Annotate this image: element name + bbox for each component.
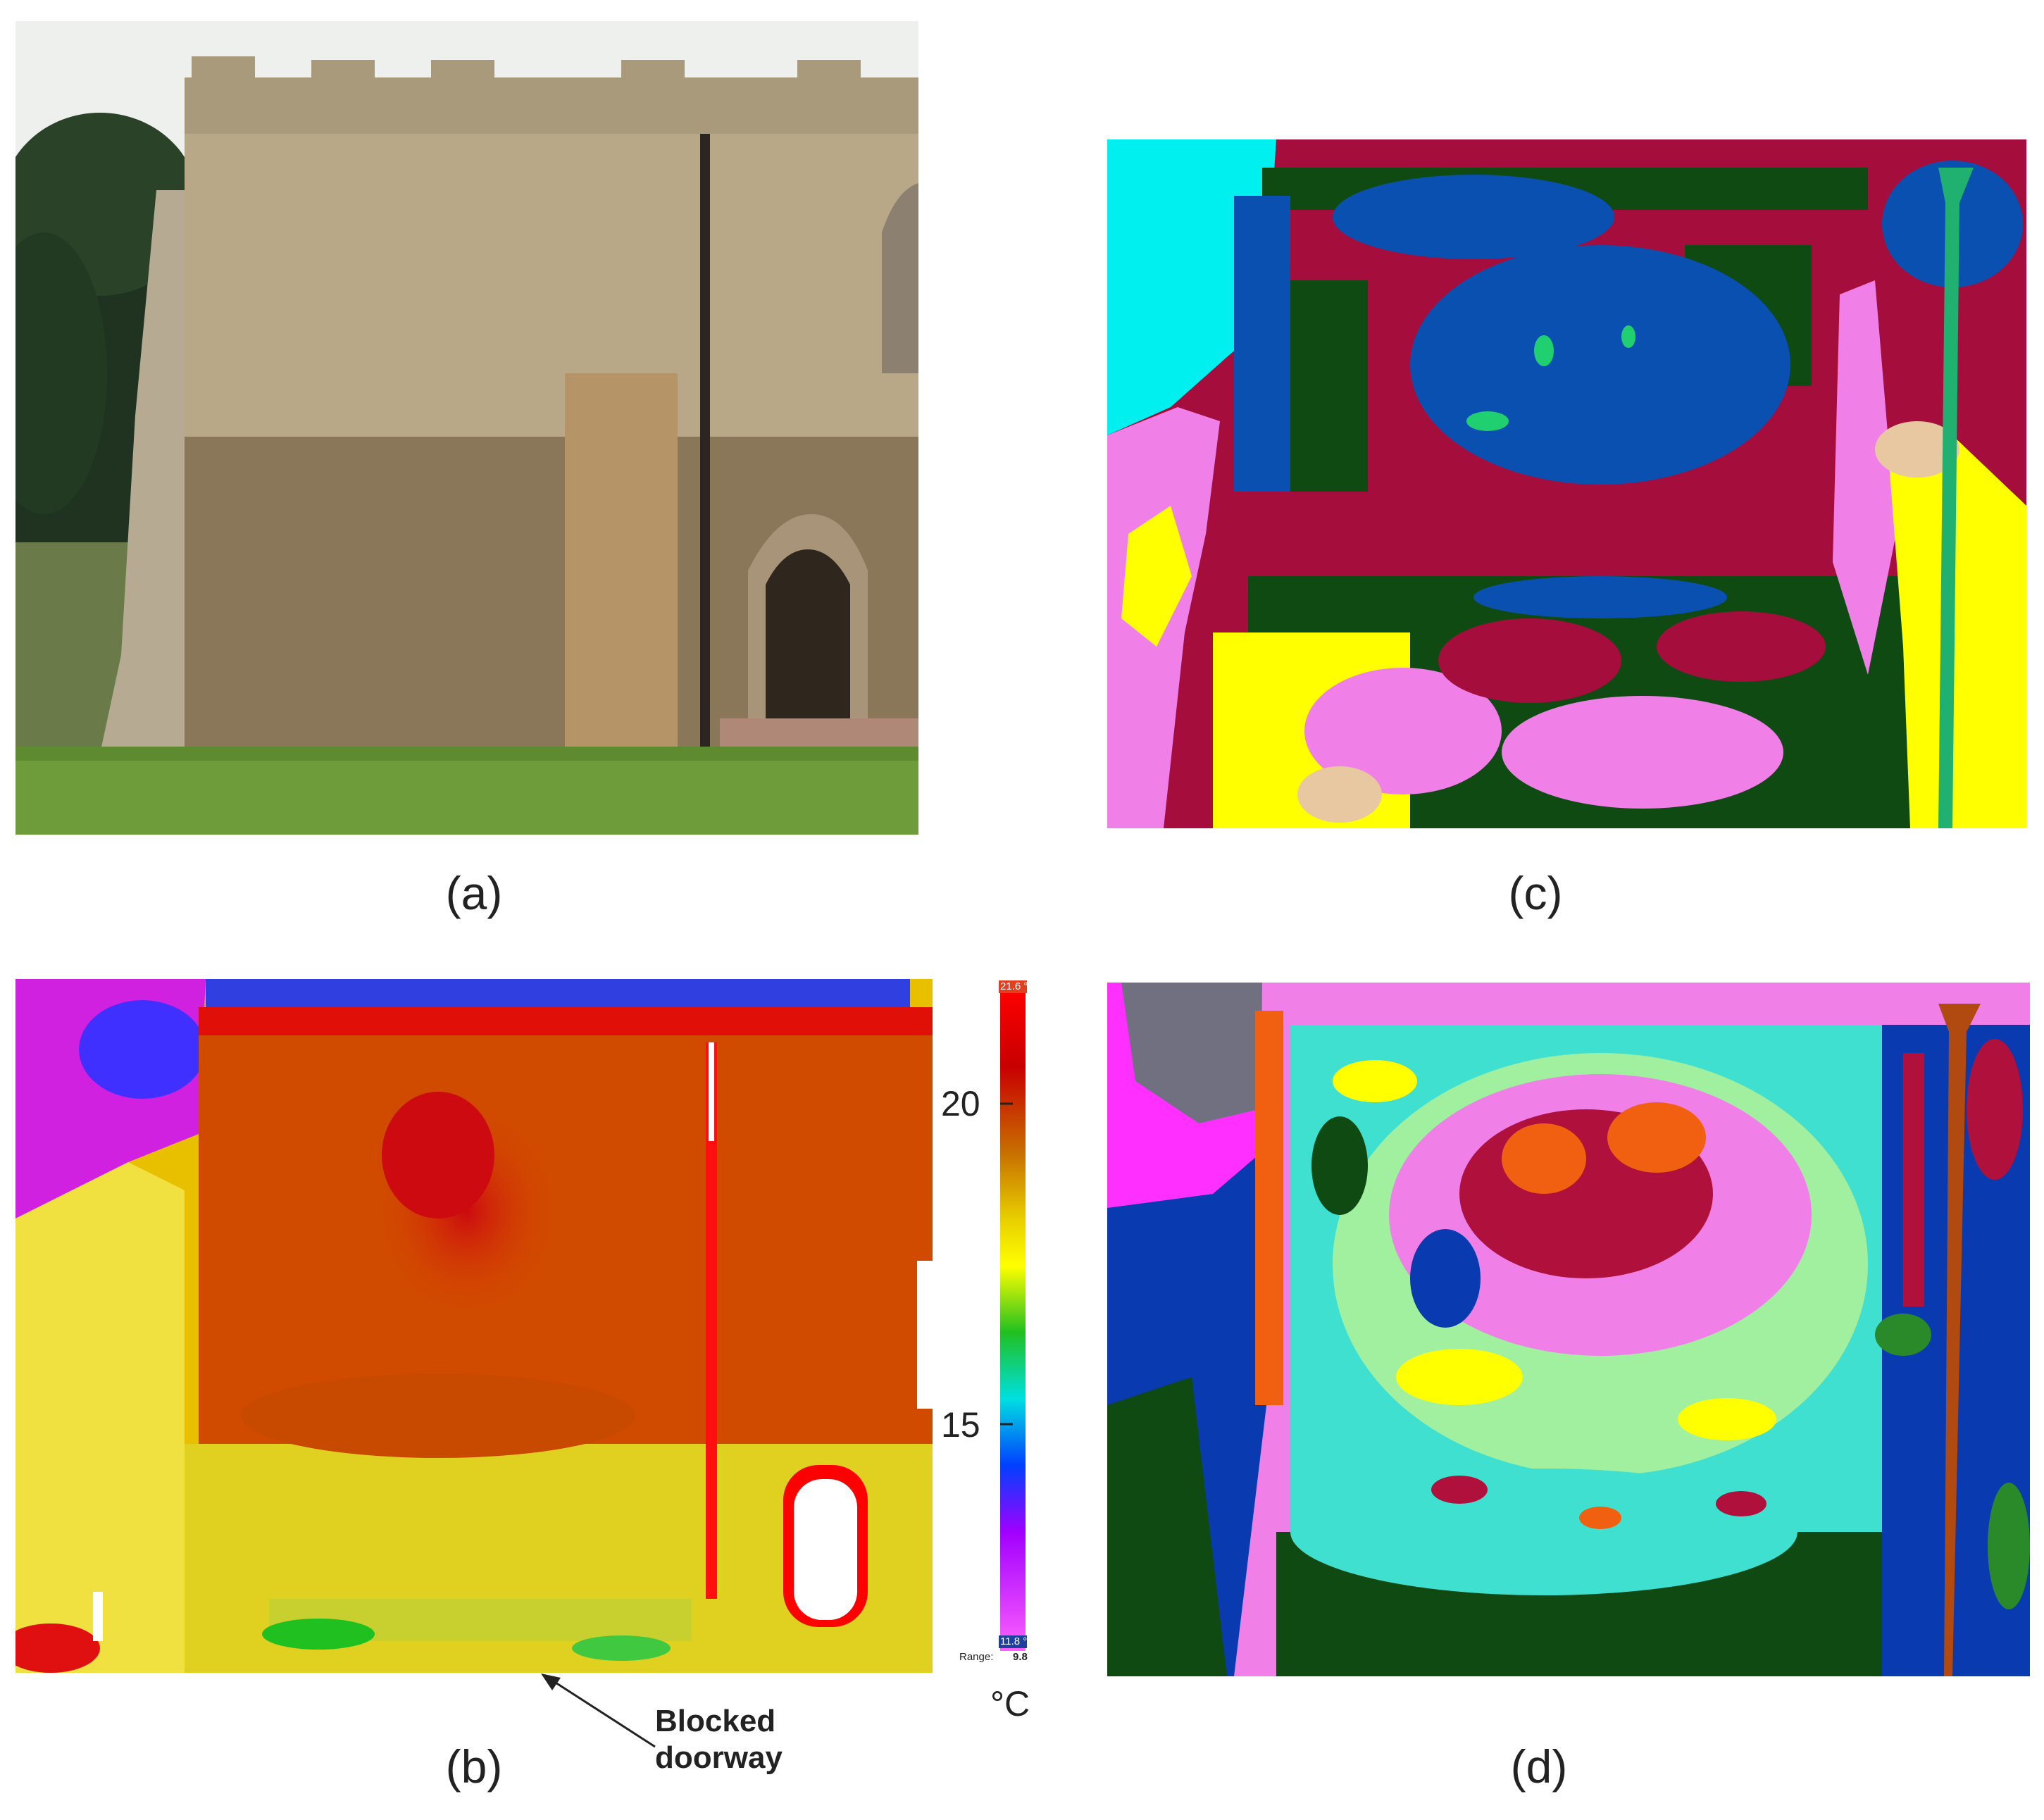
caption-b: (b) — [445, 1740, 503, 1793]
classified-map-c — [1107, 139, 2026, 828]
scale-tick-20: 20 — [941, 1084, 980, 1123]
caption-c: (c) — [1508, 867, 1563, 919]
annotation-line1: Blocked — [655, 1704, 776, 1738]
caption-d: (d) — [1510, 1740, 1568, 1793]
scale-max-label: 21.6 °C — [1000, 980, 1036, 992]
church-wall-photo — [15, 21, 918, 835]
classified-map-panel-d — [1107, 983, 2030, 1676]
annotation-blocked-doorway: Blocked doorway — [655, 1703, 783, 1776]
scale-min-label: 11.8 °C — [1000, 1635, 1035, 1647]
annotation-arrow — [541, 1673, 656, 1748]
thermal-image-panel-b — [15, 979, 933, 1673]
scale-tick-15: 15 — [941, 1405, 980, 1445]
thermal-image-b — [15, 979, 933, 1673]
caption-a: (a) — [445, 867, 503, 919]
scale-unit: °C — [990, 1684, 1030, 1724]
photo-panel-a — [15, 21, 918, 835]
classified-map-panel-c — [1107, 139, 2026, 828]
scale-range-value: 9.8 — [1013, 1651, 1028, 1663]
thermal-scale: 21.6 °C 11.8 °C Range: 9.8 — [956, 980, 1041, 1671]
color-scale-bar — [999, 980, 1027, 1651]
scale-range-label: Range: — [959, 1651, 994, 1663]
classified-map-d — [1107, 983, 2030, 1676]
annotation-line2: doorway — [655, 1740, 783, 1775]
